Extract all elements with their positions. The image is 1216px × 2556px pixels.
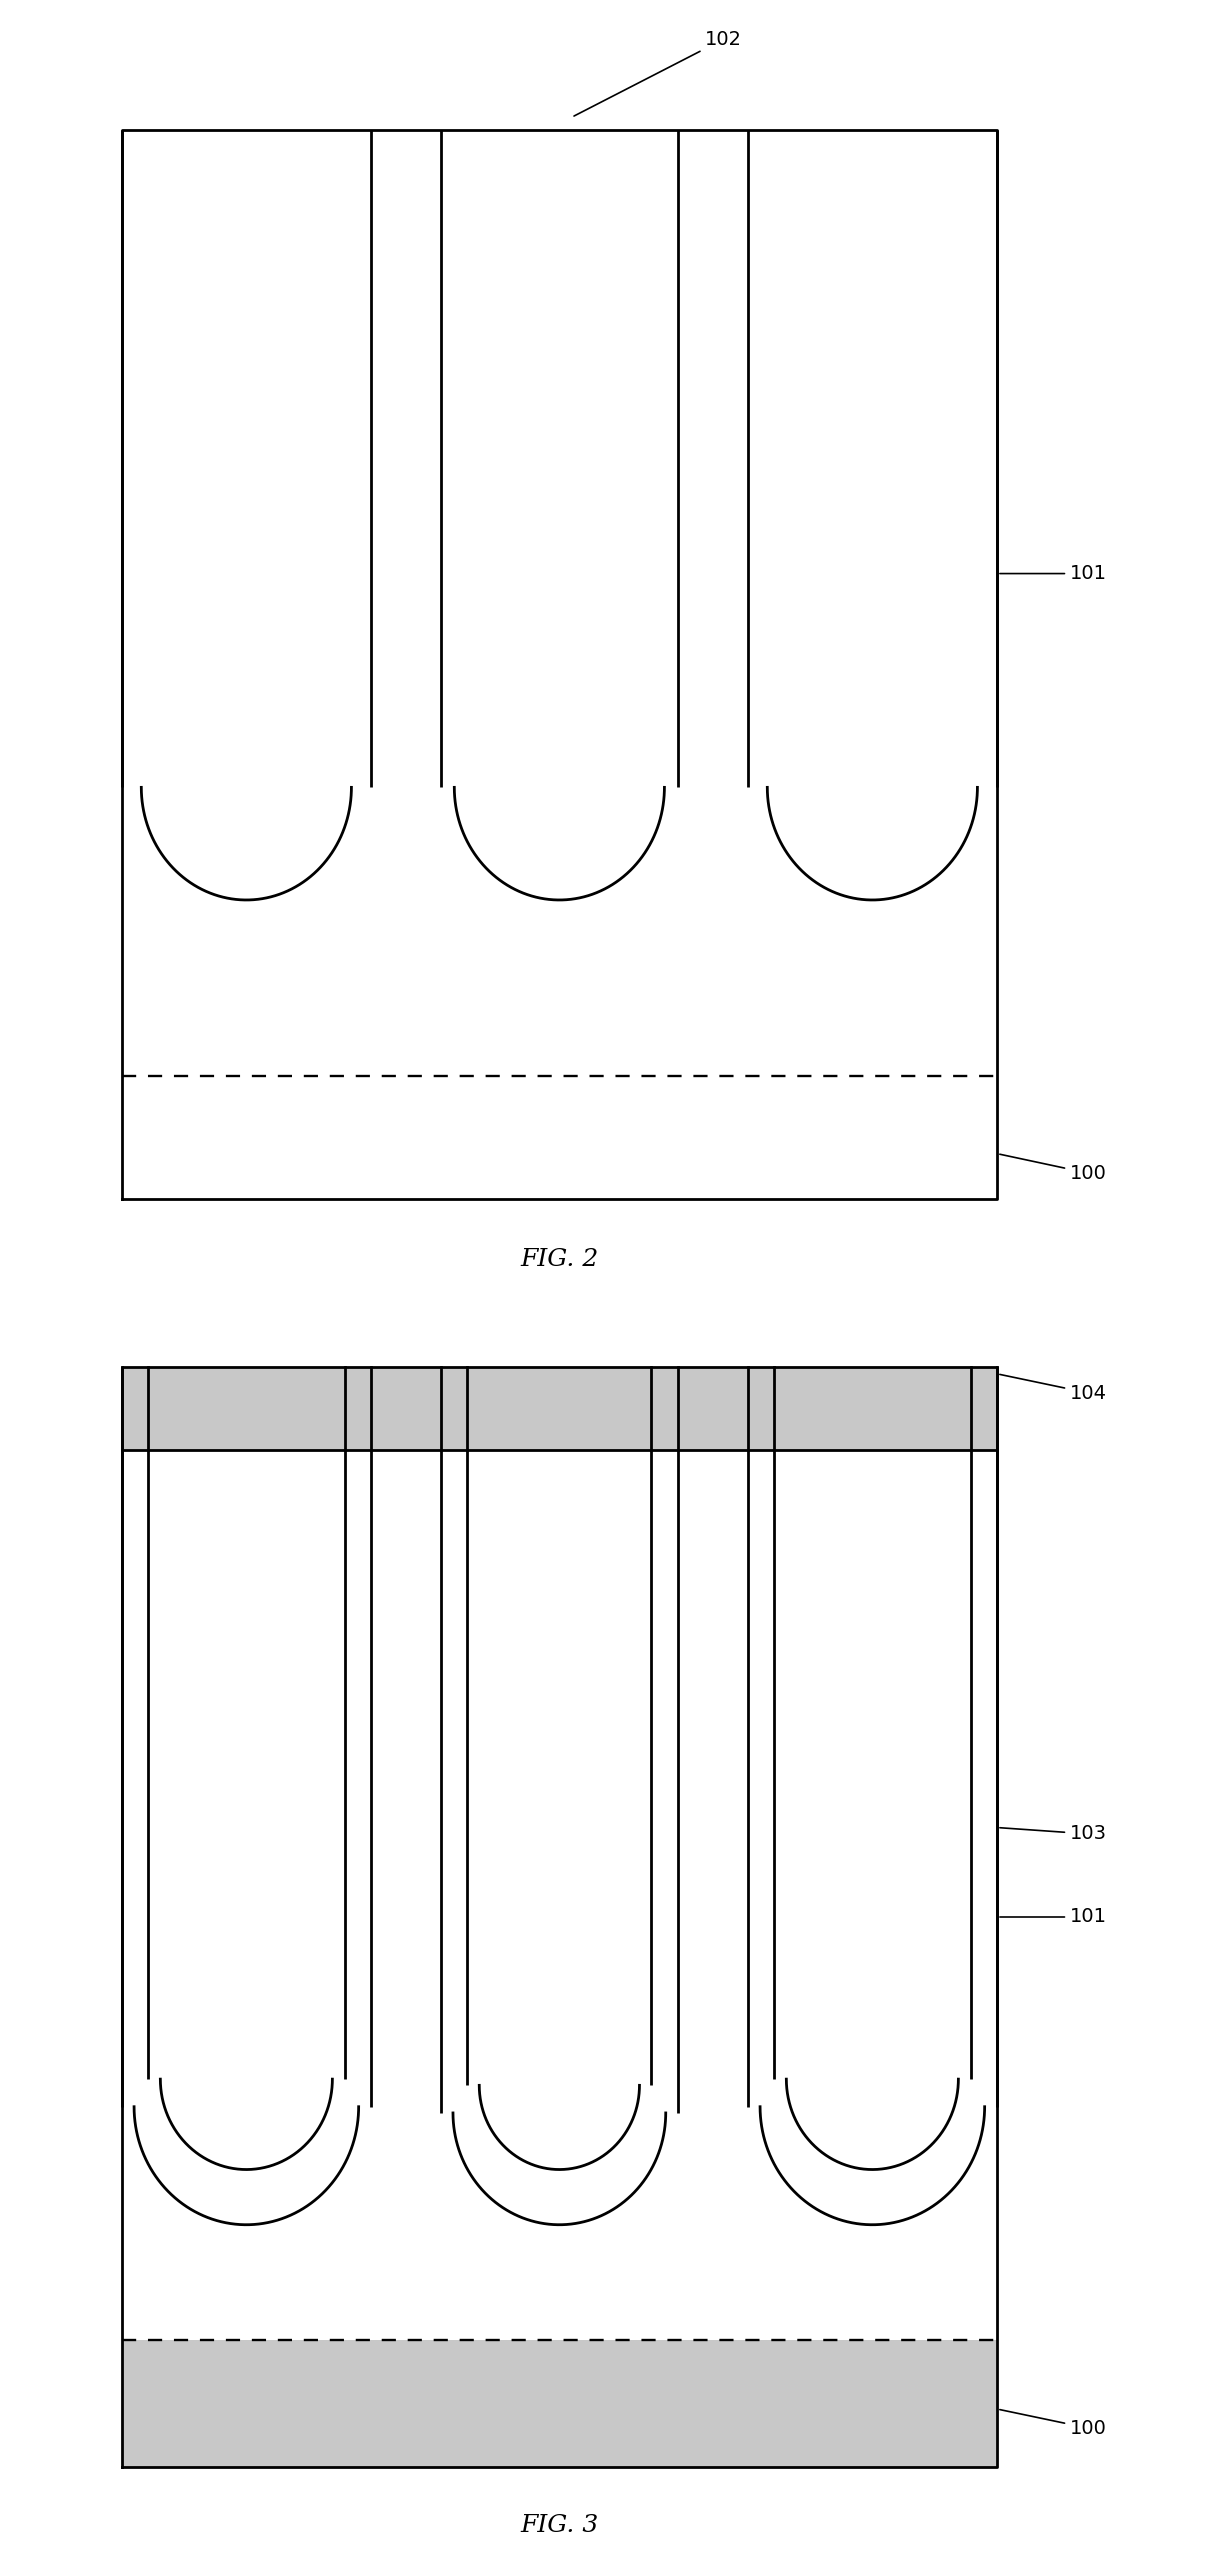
Bar (122, 1367, 997, 1449)
Text: 101: 101 (1000, 565, 1107, 583)
Text: 101: 101 (1000, 1907, 1107, 1927)
Text: 102: 102 (574, 31, 742, 115)
Text: 100: 100 (1000, 2410, 1107, 2438)
Text: FIG. 2: FIG. 2 (520, 1247, 598, 1270)
Text: 104: 104 (1000, 1375, 1107, 1403)
Text: 100: 100 (1000, 1155, 1107, 1183)
Text: FIG. 3: FIG. 3 (520, 2515, 598, 2536)
Text: 103: 103 (1000, 1825, 1107, 1843)
Bar (122, 2341, 997, 2467)
